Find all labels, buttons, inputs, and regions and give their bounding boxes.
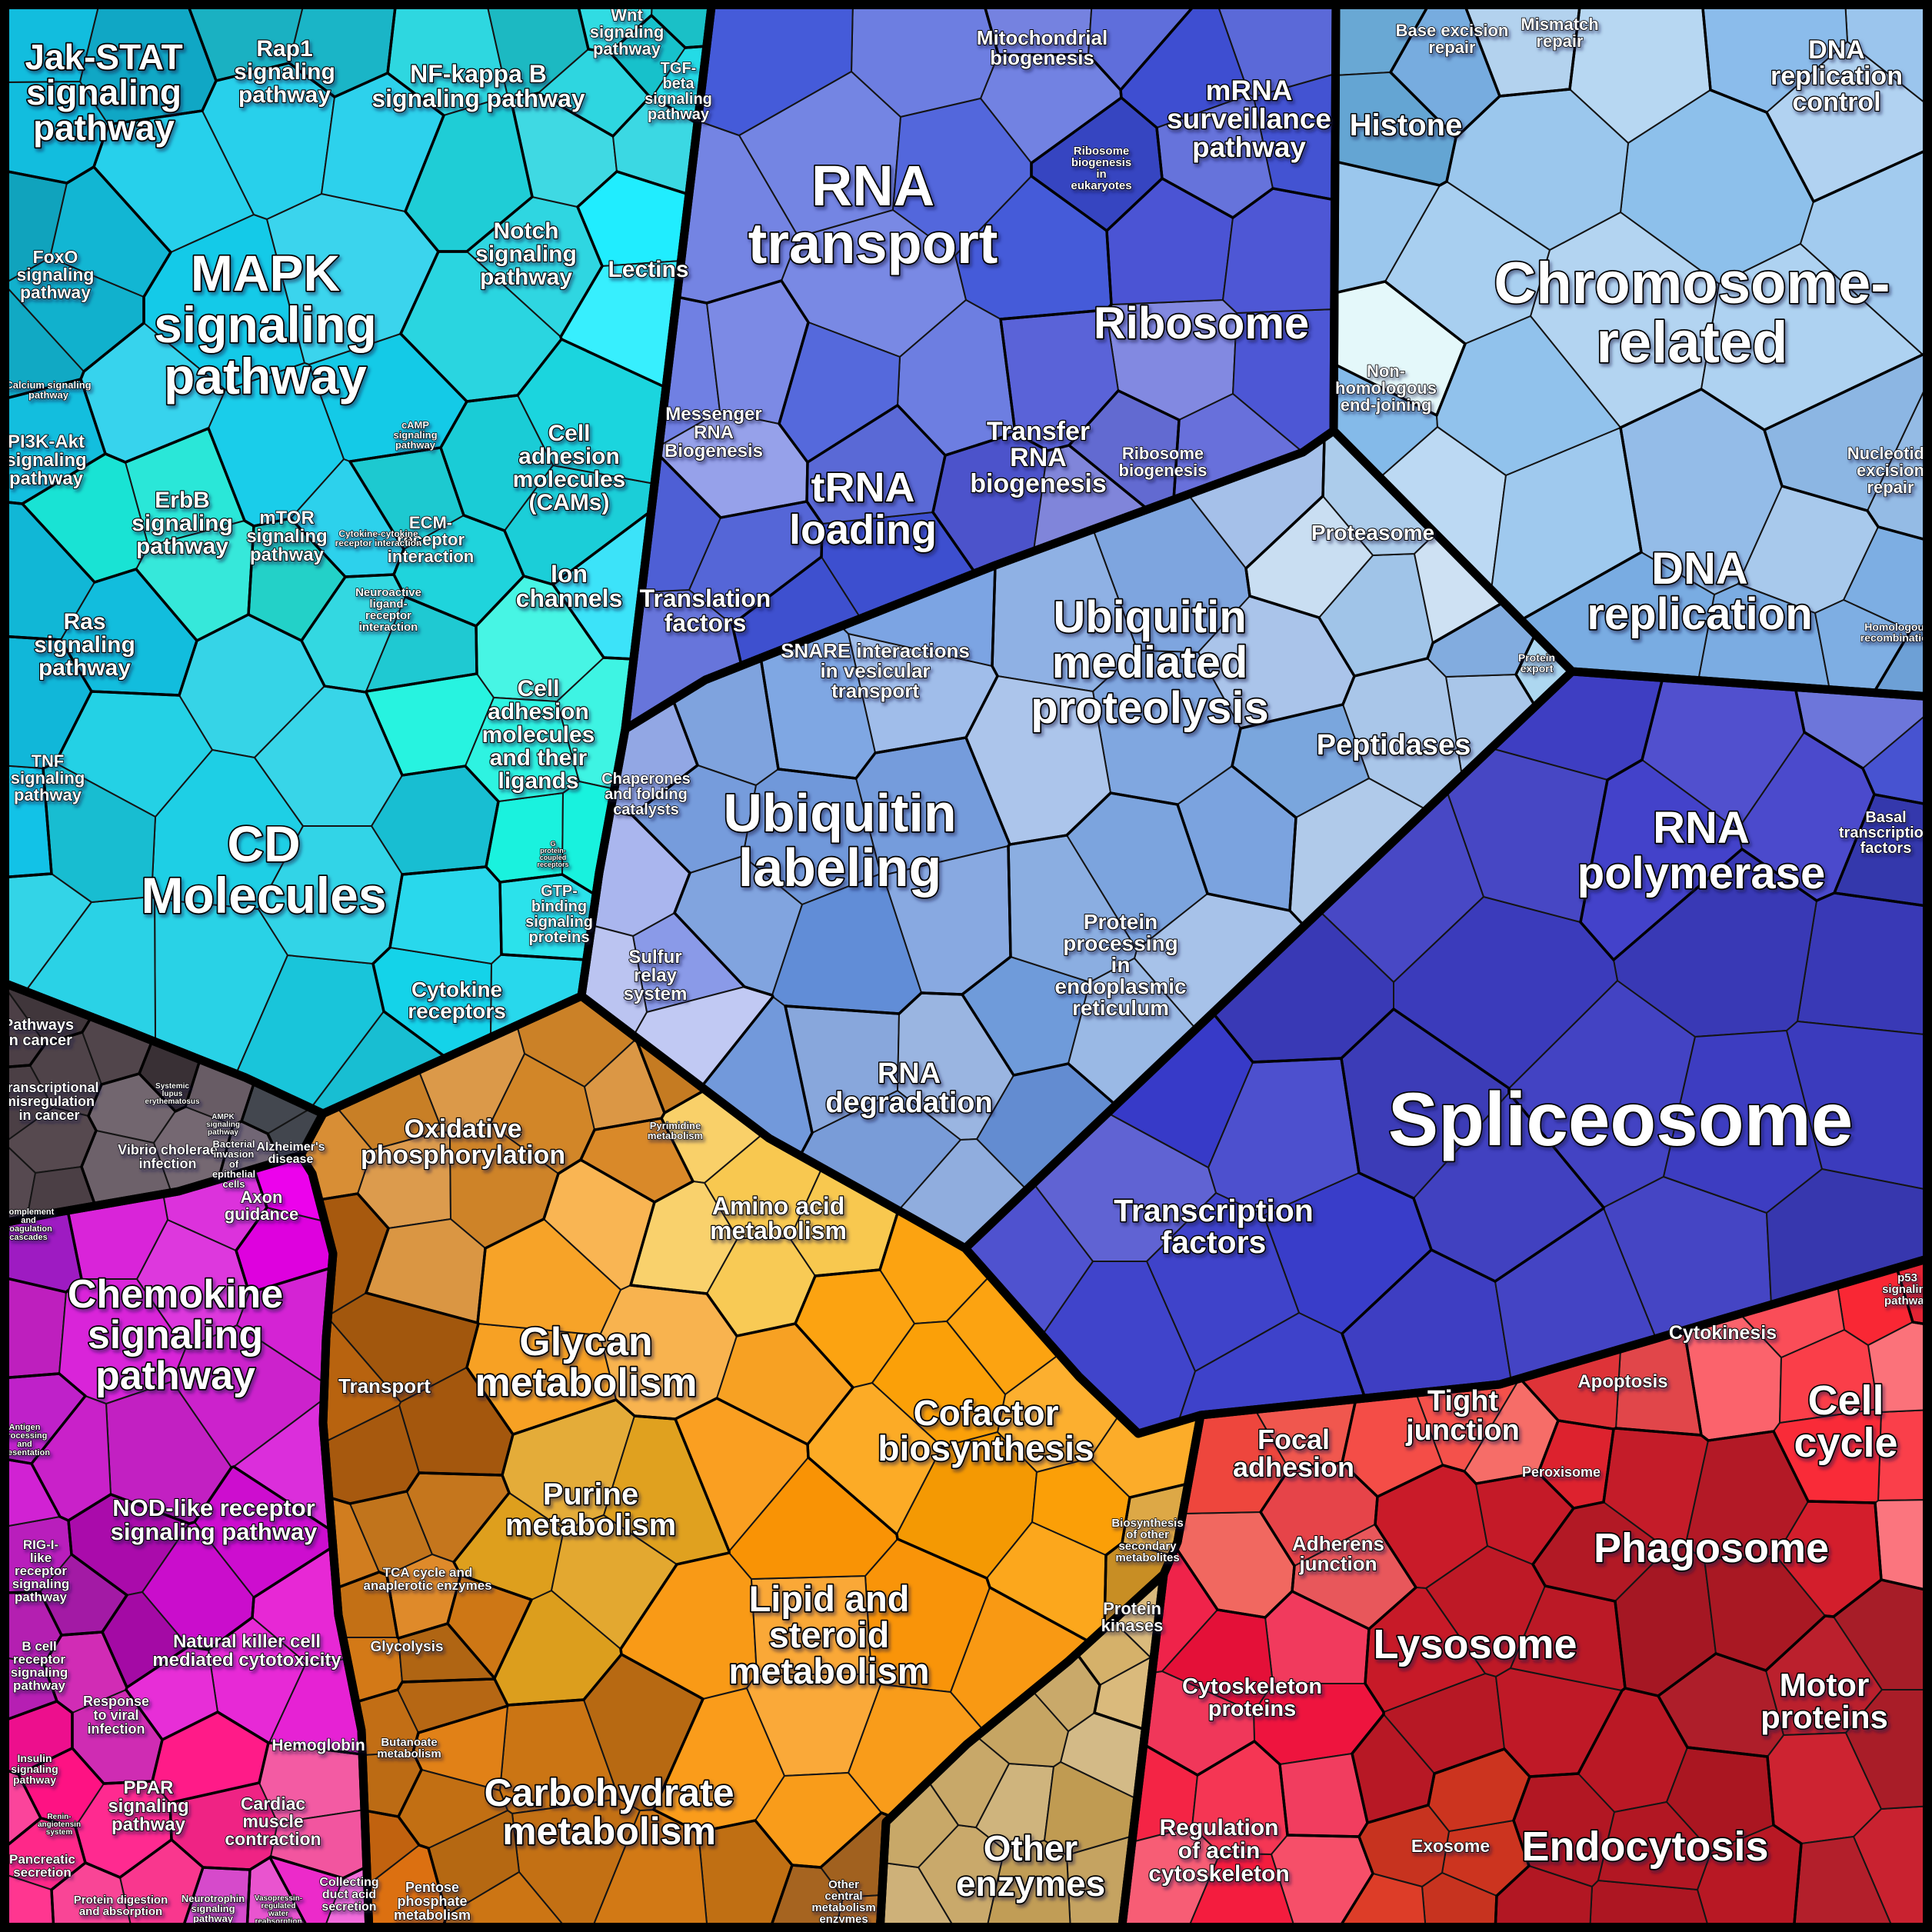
svg-text:Phagosome: Phagosome <box>1594 1525 1829 1571</box>
svg-text:Apoptosis: Apoptosis <box>1577 1371 1667 1392</box>
svg-text:Proteasome: Proteasome <box>1311 521 1434 545</box>
svg-text:Transport: Transport <box>338 1374 431 1397</box>
svg-text:Histone: Histone <box>1350 108 1463 142</box>
svg-text:Lysosome: Lysosome <box>1373 1621 1577 1667</box>
svg-text:Peptidases: Peptidases <box>1317 729 1471 761</box>
svg-text:Peroxisome: Peroxisome <box>1522 1464 1601 1480</box>
svg-text:Endocytosis: Endocytosis <box>1521 1824 1768 1870</box>
svg-text:Exosome: Exosome <box>1411 1836 1490 1856</box>
svg-text:Ribosome: Ribosome <box>1094 298 1309 348</box>
svg-text:Glycolysis: Glycolysis <box>370 1639 443 1655</box>
svg-text:Hemoglobin: Hemoglobin <box>271 1737 365 1754</box>
svg-text:Spliceosome: Spliceosome <box>1388 1077 1854 1161</box>
svg-text:Lectins: Lectins <box>608 257 688 282</box>
svg-text:Cytokinesis: Cytokinesis <box>1669 1322 1777 1344</box>
